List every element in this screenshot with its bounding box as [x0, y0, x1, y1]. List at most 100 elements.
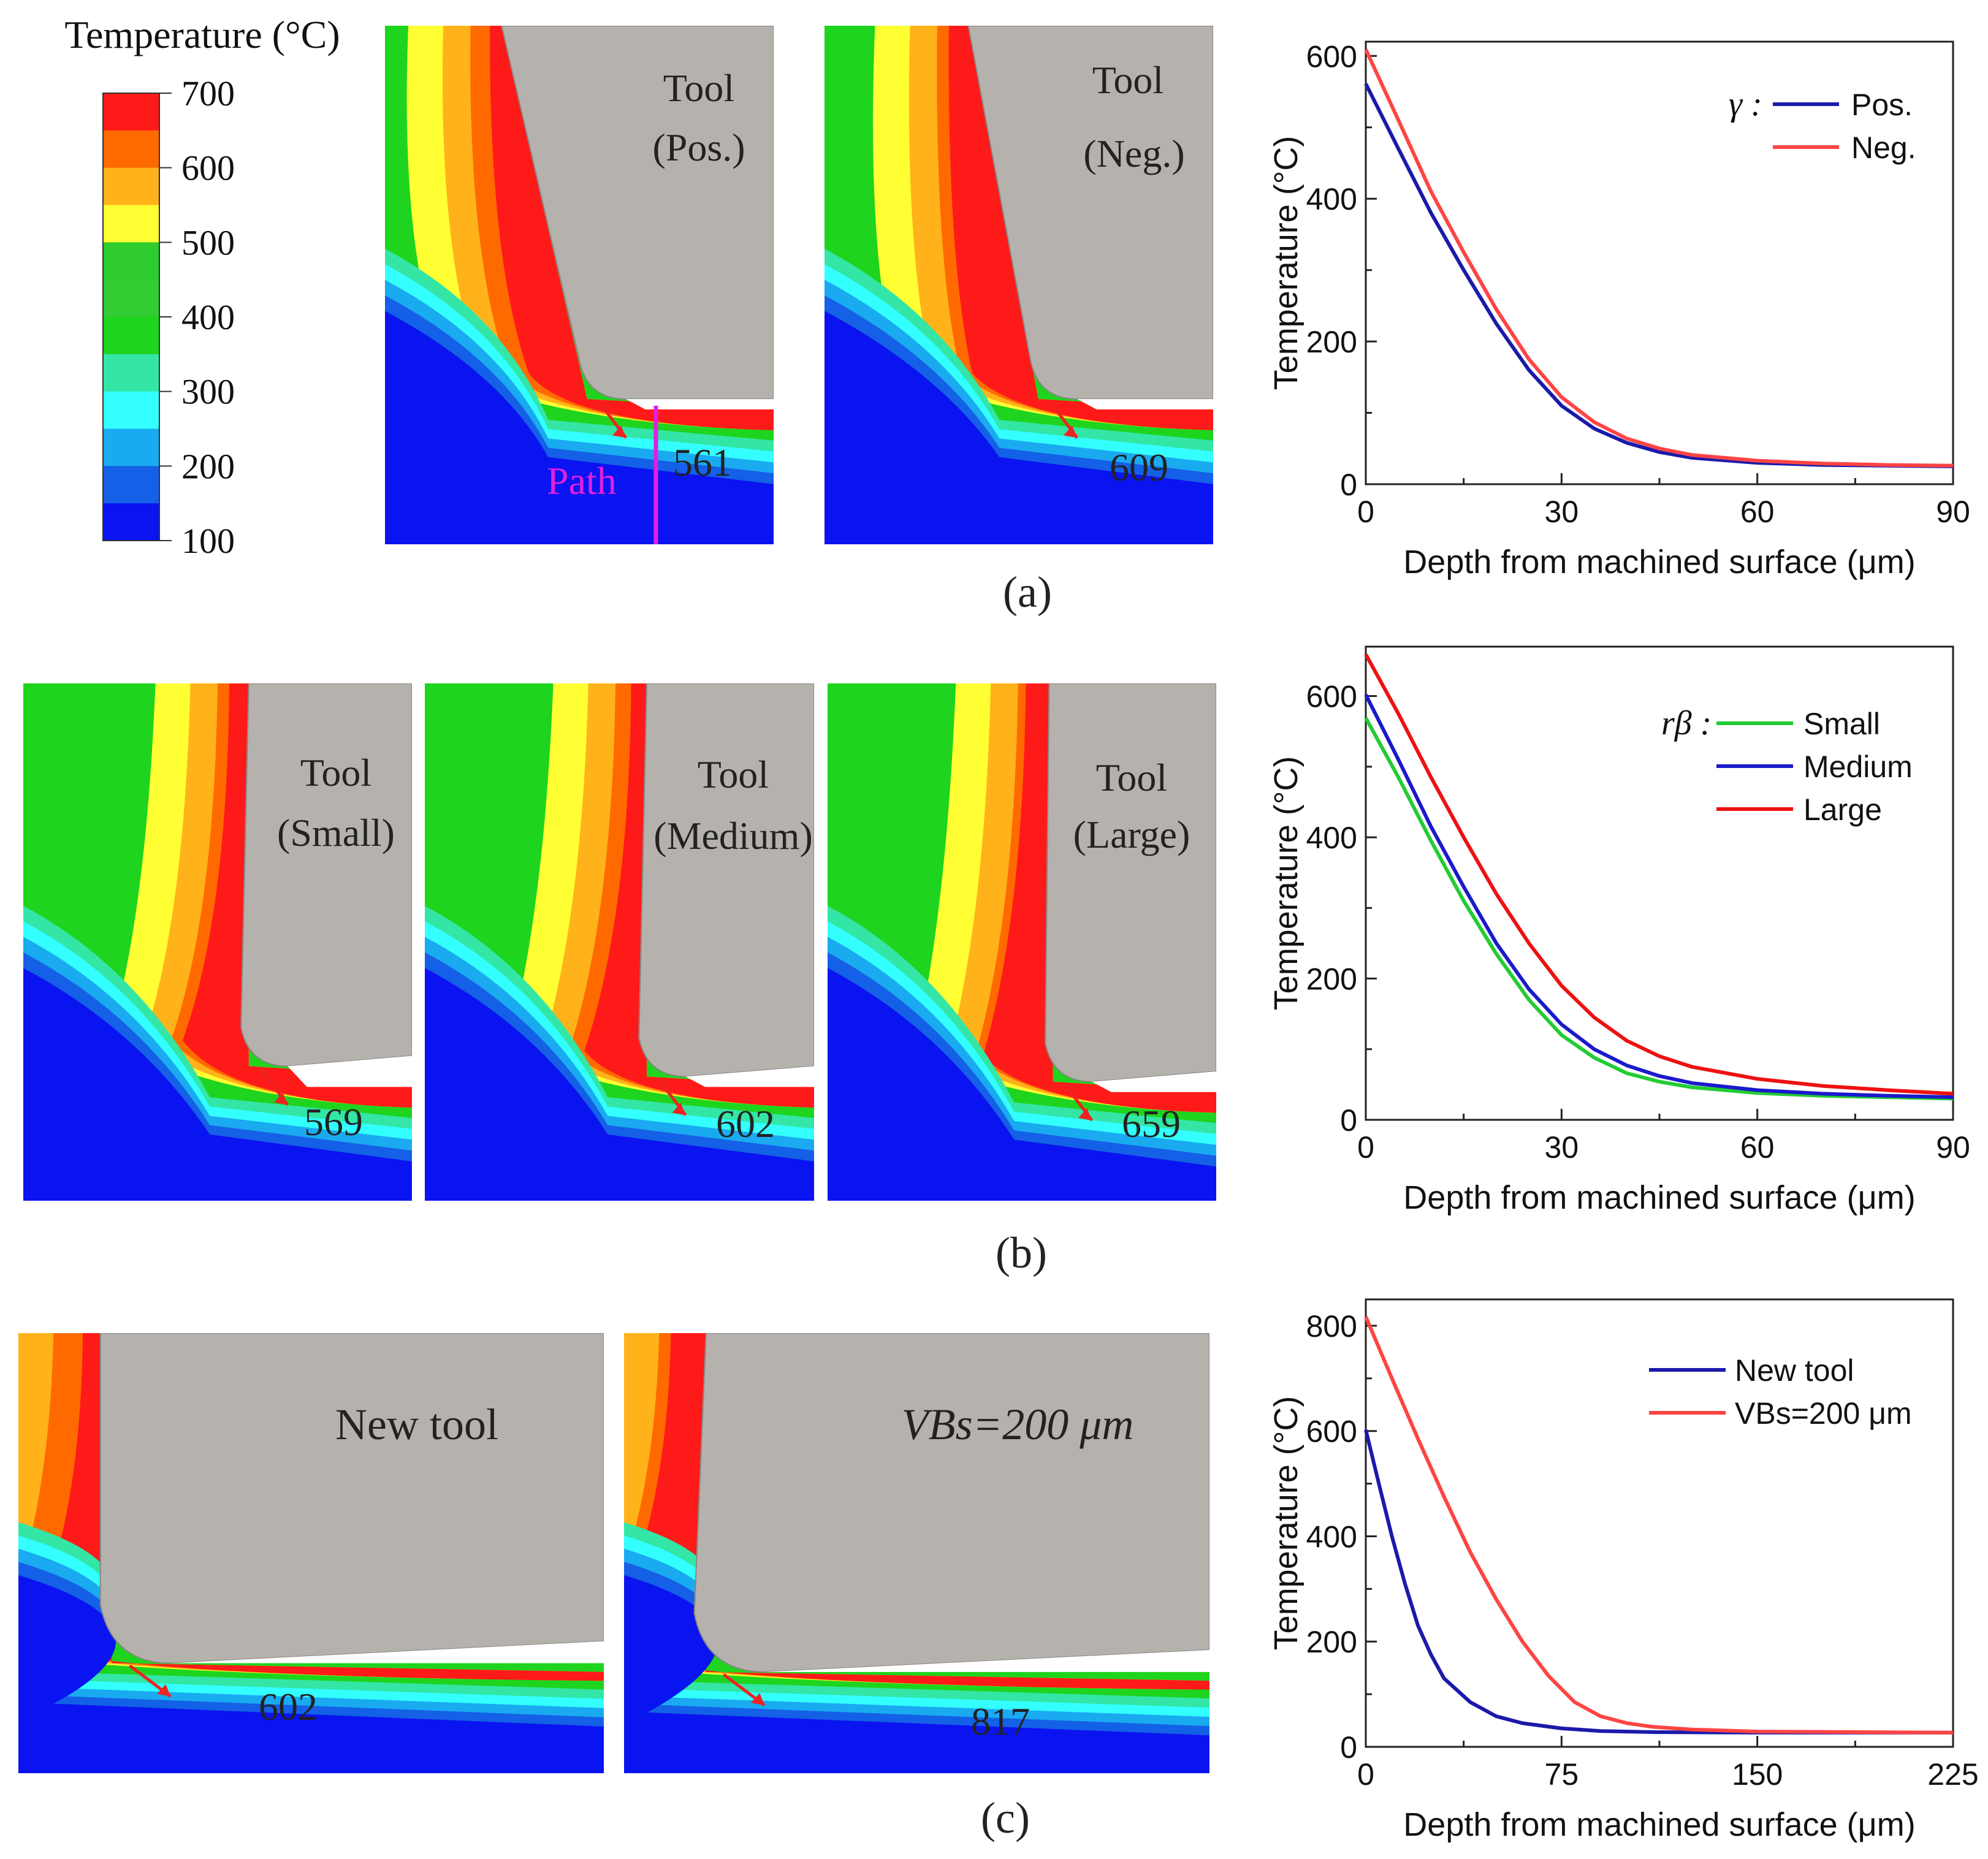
series-line-large	[1364, 653, 1954, 1096]
sim-b2-value: 602	[716, 1102, 775, 1146]
colorbar-block	[103, 428, 159, 466]
max-temp-arrowhead	[751, 1693, 765, 1706]
contour-region	[425, 968, 814, 1201]
colorbar-block	[103, 317, 159, 355]
max-temp-arrowhead	[274, 1092, 288, 1105]
sim-b1-tool-label-2: (Small)	[277, 811, 395, 854]
sim-a1-value: 561	[673, 441, 732, 484]
series-line-new-tool	[1364, 1429, 1953, 1735]
panel-b-label: (b)	[996, 1228, 1047, 1277]
clearance-gap	[626, 399, 774, 410]
sim-c1-tool-label: New tool	[335, 1400, 498, 1449]
sim-b3-value: 659	[1122, 1102, 1181, 1146]
contour-region	[490, 26, 774, 430]
x-tick-label: 90	[1936, 1130, 1970, 1165]
clearance-gap	[685, 1066, 814, 1087]
y-tick-label: 600	[1306, 680, 1357, 714]
colorbar-block	[103, 93, 159, 131]
plot-frame	[1365, 1298, 1954, 1748]
colorbar-tick-label: 700	[181, 74, 235, 113]
colorbar-block	[103, 391, 159, 429]
contour-region	[23, 968, 412, 1201]
x-tick-label: 90	[1936, 495, 1970, 529]
simulation-panels	[18, 26, 1216, 1773]
tool-shape	[99, 1333, 604, 1664]
tool-shape	[638, 683, 814, 1078]
contour-region	[983, 683, 1216, 1113]
legend-label: Medium	[1803, 750, 1913, 784]
chart-a: 0 30 60 90 0 200 400 600 Depth from machined sur…	[1268, 39, 1970, 580]
y-tick-label: 200	[1306, 1625, 1357, 1659]
y-tick-label: 400	[1306, 182, 1357, 216]
colorbar-title: Temperature (°C)	[64, 13, 340, 56]
x-tick-label: 30	[1545, 495, 1579, 529]
x-tick-label: 60	[1740, 1130, 1775, 1165]
x-tick-label: 60	[1740, 495, 1775, 529]
simulation-panel-a1	[385, 26, 774, 544]
tool-shape	[240, 683, 412, 1067]
x-tick-label: 225	[1927, 1757, 1978, 1792]
x-tick-label: 150	[1732, 1757, 1783, 1792]
simulation-panel-c1	[18, 1333, 604, 1773]
colorbar-block	[103, 503, 159, 541]
clearance-gap	[170, 1641, 604, 1663]
x-tick-label: 30	[1545, 1130, 1579, 1165]
max-temp-arrowhead	[1078, 1108, 1092, 1120]
chart-c: 0 75 150 225 0 200 400 600 800 Depth from machine…	[1268, 1298, 1979, 1843]
legend-label: VBs=200 μm	[1735, 1396, 1912, 1431]
contour-region	[948, 26, 1213, 430]
colorbar-block	[103, 279, 159, 317]
colorbar-block	[103, 242, 159, 280]
contour-region	[182, 683, 412, 1108]
y-tick-label: 600	[1306, 1415, 1357, 1449]
sim-c2-value: 817	[971, 1700, 1030, 1743]
sim-labels: Tool (Pos.) 561 Path Tool (Neg.) 609 (a)…	[259, 58, 1190, 1842]
clearance-gap	[1092, 1071, 1216, 1092]
contour-region	[624, 1575, 1209, 1773]
simulation-panel-b2	[425, 683, 814, 1201]
series-line-vbs-200-m	[1364, 1316, 1954, 1735]
sim-b2-tool-label-2: (Medium)	[653, 814, 813, 857]
clearance-gap	[288, 1055, 412, 1087]
series-line-neg-	[1364, 48, 1954, 468]
colorbar-tick-label: 100	[181, 521, 235, 561]
chart-b: 0 30 60 90 0 200 400 600 Depth from machined sur…	[1268, 645, 1970, 1216]
max-temp-arrowhead	[612, 425, 626, 438]
sim-c2-tool-label: VBs=200 μm	[902, 1400, 1134, 1449]
sim-c1-value: 602	[259, 1685, 318, 1728]
tool-shape	[693, 1333, 1209, 1673]
simulation-panel-a2	[825, 26, 1213, 544]
colorbar-tick-label: 300	[181, 372, 235, 412]
sim-b1-value: 569	[304, 1100, 363, 1144]
simulation-panel-c2	[624, 1333, 1209, 1773]
y-tick-label: 400	[1306, 1519, 1357, 1554]
colorbar: Temperature (°C) 700 600 500 400 300 200 100	[64, 13, 340, 561]
colorbar-block	[103, 167, 159, 205]
tool-shape	[1045, 683, 1216, 1082]
sim-b1-tool-label-1: Tool	[300, 751, 371, 794]
y-axis-label: Temperature (°C)	[1268, 1396, 1304, 1651]
max-temp-arrowhead	[672, 1103, 686, 1116]
sim-a2-value: 609	[1110, 446, 1168, 489]
y-tick-label: 200	[1306, 325, 1357, 359]
legend-label: New tool	[1735, 1353, 1854, 1388]
y-tick-label: 600	[1306, 39, 1357, 74]
series-line-small	[1364, 717, 1954, 1101]
max-temp-arrowhead	[157, 1684, 171, 1697]
sim-a1-path-label: Path	[547, 459, 617, 503]
legend-label: Pos.	[1851, 88, 1913, 122]
y-tick-label: 400	[1306, 821, 1357, 855]
panel-c-label: (c)	[981, 1793, 1030, 1842]
y-tick-label: 800	[1306, 1309, 1357, 1344]
colorbar-block	[103, 205, 159, 243]
sim-b3-tool-label-1: Tool	[1096, 756, 1167, 799]
y-tick-label: 200	[1306, 962, 1357, 997]
x-axis-label: Depth from machined surface (μm)	[1403, 1806, 1915, 1843]
colorbar-blocks	[102, 93, 160, 541]
colorbar-block	[103, 354, 159, 392]
x-tick-label: 0	[1357, 1130, 1374, 1165]
x-axis-label: Depth from machined surface (μm)	[1403, 544, 1915, 580]
colorbar-ticks: 700 600 500 400 300 200 100	[159, 74, 235, 561]
